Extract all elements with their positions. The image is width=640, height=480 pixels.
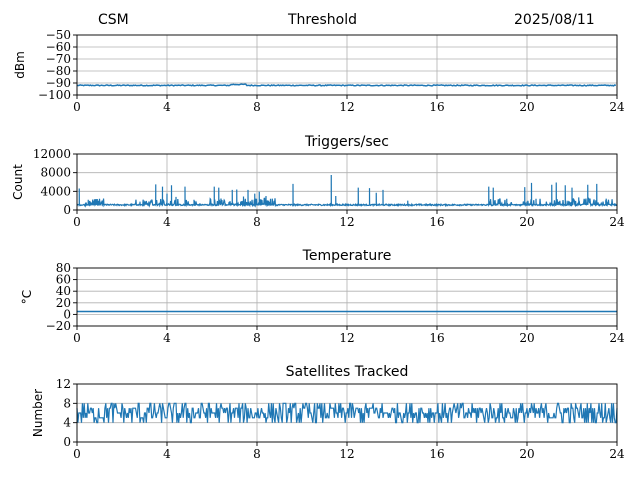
x-tick-label: 24 [609, 215, 625, 229]
chart-title: Temperature [302, 248, 392, 264]
y-tick-label: 8000 [40, 166, 71, 180]
y-tick-label: 0 [63, 307, 71, 321]
x-tick-label: 4 [163, 215, 171, 229]
x-tick-label: 16 [429, 215, 444, 229]
chart-title: Satellites Tracked [286, 364, 409, 380]
x-tick-label: 0 [73, 215, 81, 229]
y-tick-label: 4 [63, 416, 71, 430]
y-tick-label: 8 [63, 396, 71, 410]
chart-panel-2: 0 4 8 12 16 20 24 0 4000 8000 12000 Triggers/sec Cou… [11, 134, 625, 229]
y-tick-label: −100 [38, 88, 71, 102]
y-tick-label: 60 [56, 273, 71, 287]
y-tick-label: 80 [56, 261, 71, 275]
data-series-line [76, 83, 617, 87]
x-tick-label: 24 [609, 447, 625, 461]
y-axis-label: dBm [13, 51, 27, 79]
x-tick-label: 16 [429, 447, 444, 461]
y-tick-label: −60 [46, 40, 71, 54]
chart-title: Triggers/sec [304, 134, 389, 150]
chart-panel-1: 0 4 8 12 16 20 24 −100−90−80−70−60−50 dBm [13, 28, 625, 114]
x-tick-label: 24 [609, 331, 625, 345]
y-tick-label: 40 [56, 284, 71, 298]
x-tick-label: 4 [163, 331, 171, 345]
x-tick-label: 0 [73, 331, 81, 345]
y-tick-label: −20 [46, 319, 71, 333]
date-label: 2025/08/11 [514, 12, 595, 28]
x-tick-label: 24 [609, 100, 625, 114]
x-tick-label: 20 [519, 100, 534, 114]
x-tick-label: 12 [339, 447, 354, 461]
y-tick-label: −50 [46, 28, 71, 42]
x-tick-label: 4 [163, 100, 171, 114]
y-tick-label: −90 [46, 76, 71, 90]
x-tick-label: 20 [519, 447, 534, 461]
x-tick-label: 20 [519, 331, 534, 345]
y-tick-label: 20 [56, 296, 71, 310]
x-tick-label: 16 [429, 331, 444, 345]
x-tick-label: 16 [429, 100, 444, 114]
x-tick-label: 8 [253, 215, 261, 229]
y-tick-label: 12 [56, 377, 71, 391]
threshold-title: Threshold [288, 12, 357, 28]
y-tick-label: 4000 [40, 184, 71, 198]
x-tick-label: 8 [253, 447, 261, 461]
x-tick-label: 12 [339, 215, 354, 229]
data-series-line [76, 402, 618, 424]
y-tick-label: 0 [63, 435, 71, 449]
x-tick-label: 0 [73, 100, 81, 114]
x-tick-label: 4 [163, 447, 171, 461]
x-tick-label: 12 [339, 100, 354, 114]
y-axis-label: Number [31, 389, 45, 437]
data-series-line [76, 174, 618, 208]
y-axis-label: °C [20, 290, 34, 304]
chart-panel-4: 0 4 8 12 16 20 24 0 4 8 12 Satellites Tracked Number [31, 364, 625, 461]
y-tick-label: 12000 [33, 147, 71, 161]
x-tick-label: 12 [339, 331, 354, 345]
x-tick-label: 20 [519, 215, 534, 229]
y-tick-label: −80 [46, 64, 71, 78]
x-tick-label: 8 [253, 331, 261, 345]
x-tick-label: 8 [253, 100, 261, 114]
y-axis-label: Count [11, 164, 25, 200]
y-tick-label: −70 [46, 52, 71, 66]
station-label: CSM [98, 12, 129, 28]
x-tick-label: 0 [73, 447, 81, 461]
y-tick-label: 0 [63, 203, 71, 217]
